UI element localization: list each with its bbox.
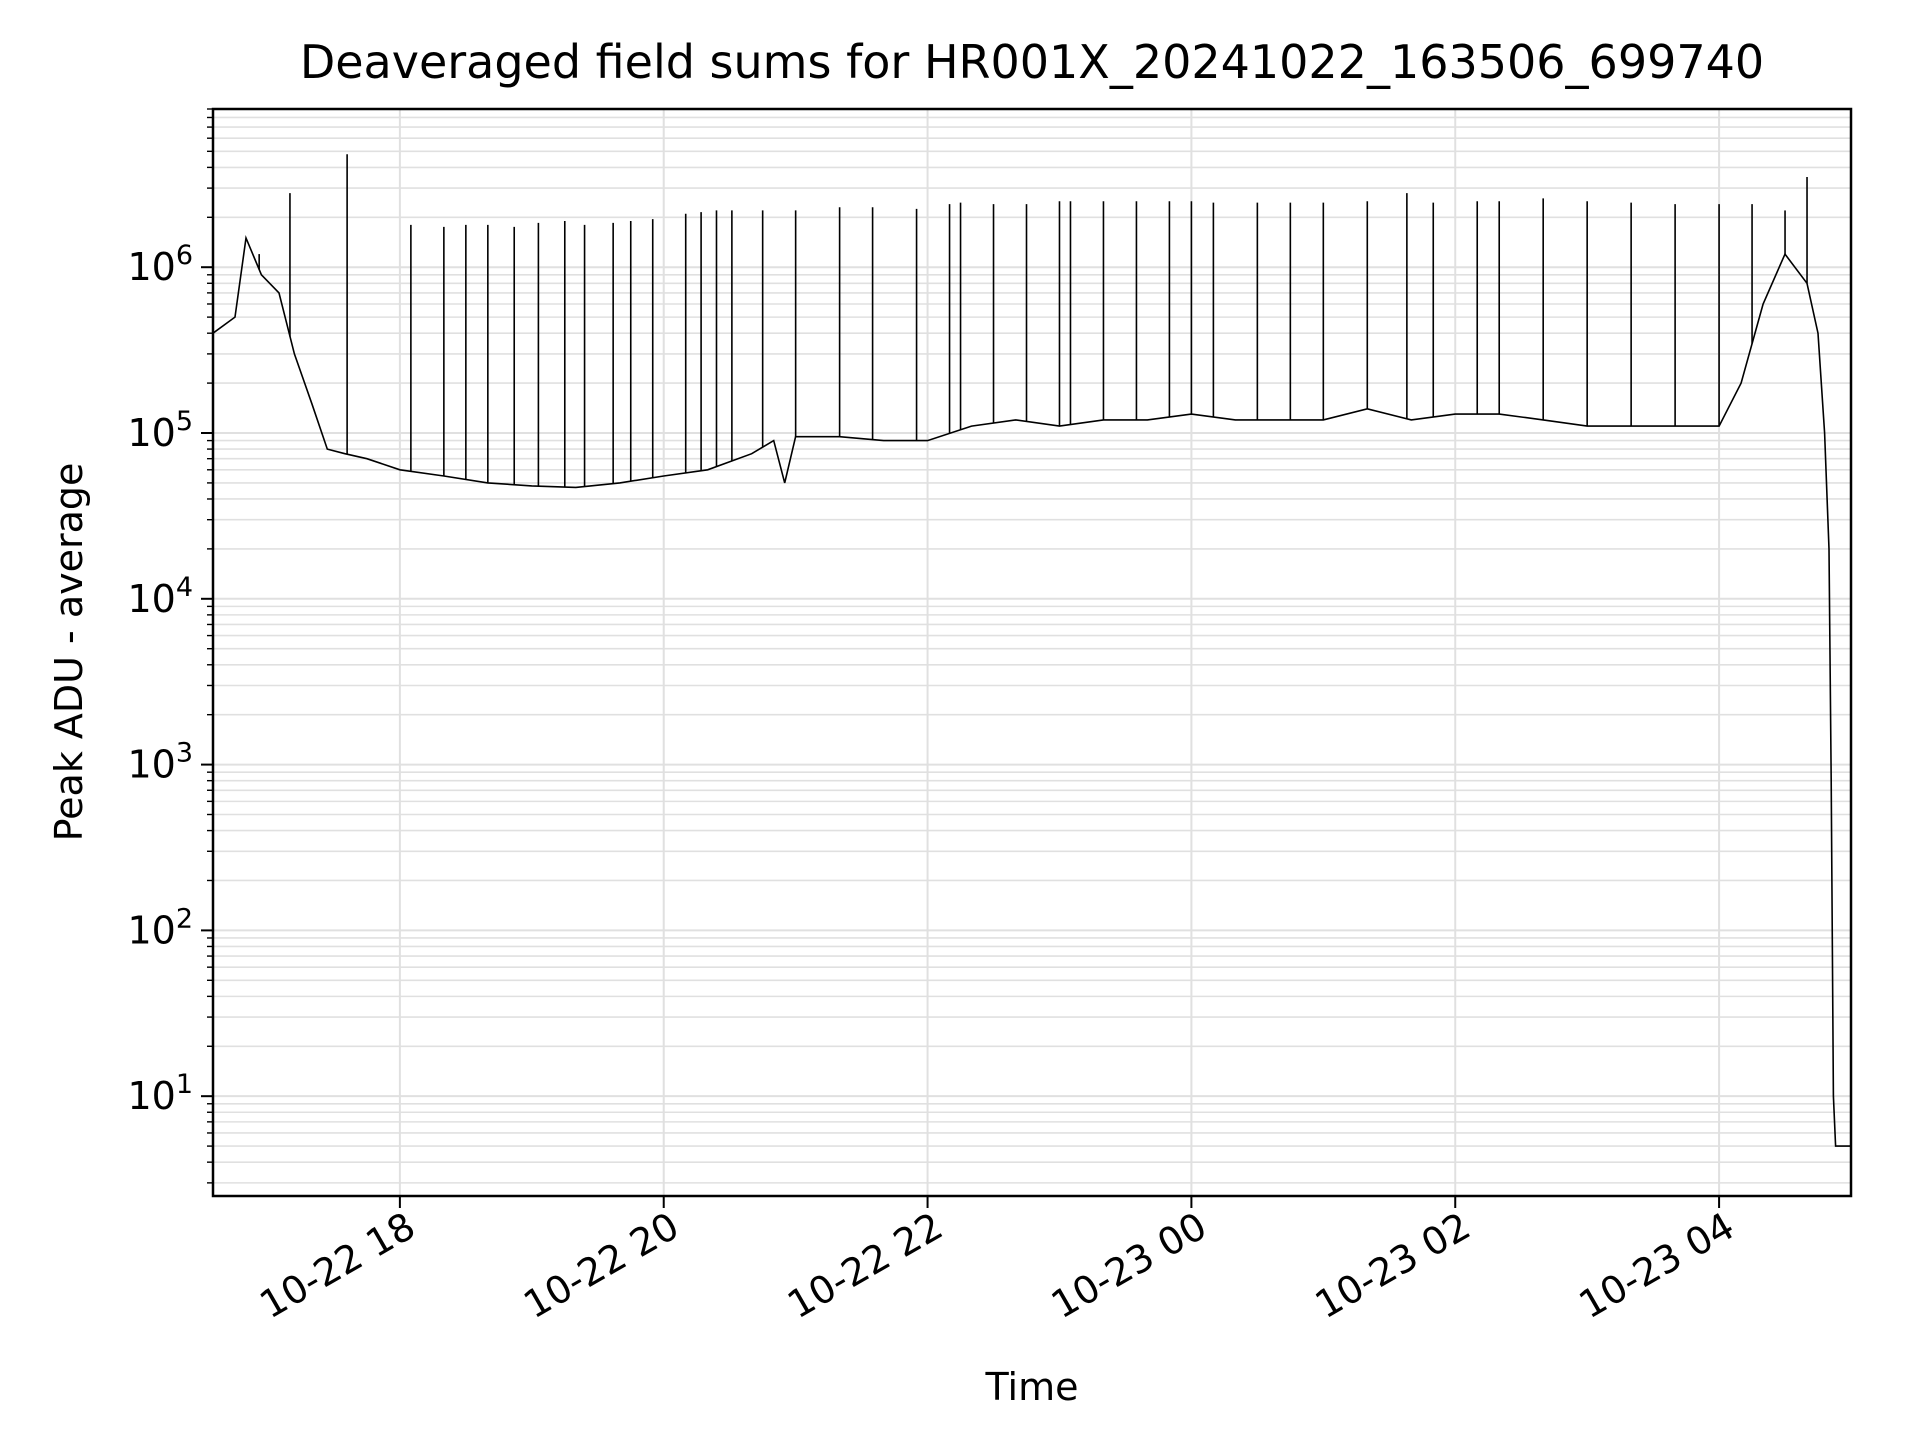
grid [213,108,1851,1196]
y-axis: 101 102 103 104 105 106 [127,108,213,1184]
plot-frame [211,107,1853,1198]
y-tick-label: 104 [127,572,193,621]
y-tick-label: 103 [127,738,193,787]
y-tick-label: 101 [127,1069,193,1118]
y-axis-label: Peak ADU - average [47,463,91,842]
x-axis-label: Time [985,1365,1079,1409]
series-baseline [212,234,1851,1147]
chart-title: Deaveraged field sums for HR001X_2024102… [300,35,1764,89]
y-tick-label: 105 [127,406,193,455]
series-line [212,154,1851,1147]
y-tick-label: 102 [127,903,193,952]
y-tick-label: 106 [127,240,193,289]
